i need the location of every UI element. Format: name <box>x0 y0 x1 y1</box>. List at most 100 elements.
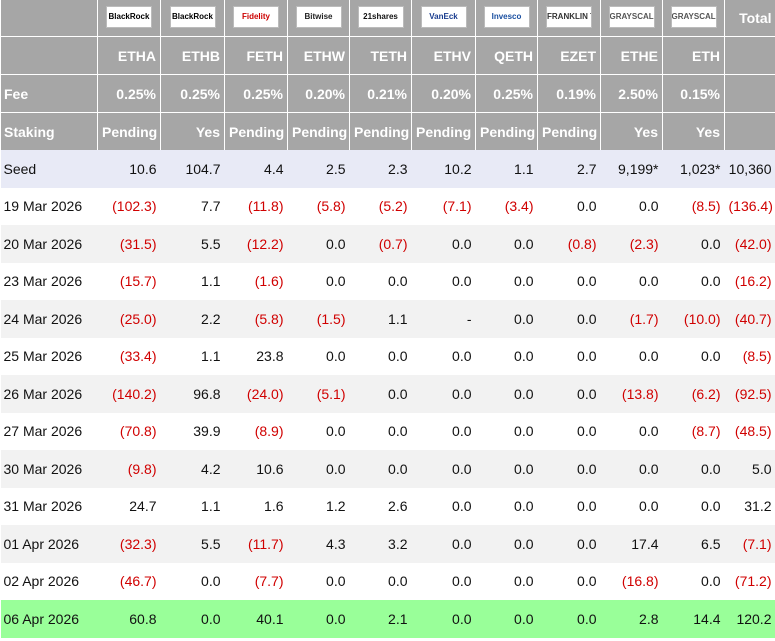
total-header: Total <box>724 0 775 37</box>
flow-value: 0.0 <box>662 450 725 488</box>
flow-value: (2.3) <box>600 225 663 263</box>
flow-value: 0.0 <box>349 375 412 413</box>
flow-value: 0.0 <box>160 600 225 638</box>
issuer-logo: GRAYSCALE <box>608 5 655 28</box>
total-value: (7.1) <box>724 525 775 563</box>
flow-value: (1.6) <box>254 273 284 290</box>
fee-value: 0.21% <box>349 74 412 113</box>
row-label: 20 Mar 2026 <box>0 225 98 263</box>
flow-value: 2.3 <box>349 150 412 188</box>
empty-cell <box>724 112 775 150</box>
row-label: 06 Apr 2026 <box>0 600 98 638</box>
flow-value: (5.8) <box>316 198 346 215</box>
flow-value: 0.0 <box>577 273 597 290</box>
flow-value: 1.1 <box>349 300 412 338</box>
flow-value: 0.0 <box>662 225 725 263</box>
staking-value: Yes <box>662 112 725 150</box>
ticker: FETH <box>224 36 288 75</box>
data-row: 02 Apr 2026 (46.7) 0.0 (7.7) 0.0 0.0 0.0 0.0 0.0… <box>1 563 775 601</box>
flow-value: 14.4 <box>662 600 725 638</box>
fee-value: 0.25% <box>475 74 538 113</box>
flow-value: 6.5 <box>662 525 725 563</box>
flow-value: (5.2) <box>378 198 408 215</box>
flow-value: 0.0 <box>326 273 346 290</box>
flow-value: 0.0 <box>514 423 534 440</box>
flow-value: 104.7 <box>160 150 225 188</box>
total-value: 10,360 <box>724 150 775 188</box>
flow-value: 1.1 <box>201 273 221 290</box>
flow-value: 5.5 <box>160 225 225 263</box>
row-label: 27 Mar 2026 <box>3 423 83 440</box>
flow-value: 0.0 <box>452 573 472 590</box>
flow-value: 17.4 <box>600 525 663 563</box>
total-value: (16.2) <box>734 273 772 290</box>
ticker-row: ETHA ETHB FETH ETHW TETH ETHV QETH EZET ETHE ETH <box>0 36 775 75</box>
flow-value: 1.1 <box>201 498 221 515</box>
row-label: 25 Mar 2026 <box>3 348 83 365</box>
flow-value: 0.0 <box>537 600 601 638</box>
flow-value: 0.0 <box>514 498 534 515</box>
staking-value: Pending <box>97 112 161 150</box>
flow-value: 0.0 <box>577 573 597 590</box>
flow-value: (33.4) <box>119 348 157 365</box>
flow-value: 4.2 <box>160 450 225 488</box>
fee-row: Fee 0.25% 0.25% 0.25% 0.20% 0.21% 0.20% 0.25% 0.… <box>0 74 775 113</box>
data-row: 30 Mar 2026 (9.8) 4.2 10.6 0.0 0.0 0.0 0.0 0.0 0.… <box>0 450 775 488</box>
data-row: 19 Mar 2026 (102.3) 7.7 (11.8) (5.8) (5.2) (7.… <box>1 188 775 226</box>
flow-value: (6.2) <box>662 375 725 413</box>
flow-value: (5.8) <box>224 300 288 338</box>
flow-value: (9.8) <box>97 450 161 488</box>
flow-value: (8.7) <box>691 423 721 440</box>
fee-value: 0.19% <box>537 74 601 113</box>
flow-value: 4.4 <box>224 150 288 188</box>
flow-value: 0.0 <box>452 423 472 440</box>
total-value: 31.2 <box>744 498 772 515</box>
flow-value: 0.0 <box>639 273 659 290</box>
flow-value: 0.0 <box>701 348 721 365</box>
flow-value: (8.5) <box>691 198 721 215</box>
ticker: ETHA <box>97 36 161 75</box>
flow-value: 60.8 <box>97 600 161 638</box>
issuer-logo: Invesco <box>483 5 530 28</box>
total-value: (42.0) <box>724 225 775 263</box>
flow-value: (0.7) <box>349 225 412 263</box>
flow-value: 0.0 <box>701 573 721 590</box>
fee-value: 0.25% <box>224 74 288 113</box>
ticker: ETHE <box>600 36 663 75</box>
flow-value: 4.3 <box>287 525 350 563</box>
logo-cell: VanEck <box>411 0 476 37</box>
flow-value: 0.0 <box>639 198 659 215</box>
logo-cell: GRAYSCALE <box>600 0 663 37</box>
fee-value: 0.25% <box>160 74 225 113</box>
flow-value: 2.1 <box>349 600 412 638</box>
flow-value: (10.0) <box>662 300 725 338</box>
total-value: (92.5) <box>724 375 775 413</box>
flow-value: (11.8) <box>247 198 284 215</box>
data-row: 23 Mar 2026 (15.7) 1.1 (1.6) 0.0 0.0 0.0 0.0 0.0… <box>1 263 775 301</box>
flow-value: 0.0 <box>452 498 472 515</box>
flow-value: 0.0 <box>475 600 538 638</box>
flow-value: 0.0 <box>537 450 601 488</box>
ticker: ETHV <box>411 36 476 75</box>
flow-value: 0.0 <box>326 423 346 440</box>
flow-value: 96.8 <box>160 375 225 413</box>
flow-value: 0.0 <box>514 573 534 590</box>
ticker: QETH <box>475 36 538 75</box>
issuer-logo: BlackRock <box>169 5 216 28</box>
total-value: 120.2 <box>724 600 775 638</box>
ticker: TETH <box>349 36 412 75</box>
flow-value: (70.8) <box>119 423 157 440</box>
flow-value: 0.0 <box>287 225 350 263</box>
data-row: 31 Mar 2026 24.7 1.1 1.6 1.2 2.6 0.0 0.0 0.0 0.0 0… <box>1 488 775 526</box>
row-label: 31 Mar 2026 <box>3 498 83 515</box>
logo-cell: Fidelity <box>224 0 288 37</box>
issuer-logo: GRAYSCALE <box>670 5 717 28</box>
flow-value: 2.6 <box>388 498 408 515</box>
flow-value: 5.5 <box>160 525 225 563</box>
flow-value: 0.0 <box>411 450 476 488</box>
flow-value: 1.6 <box>264 498 284 515</box>
flow-value: 0.0 <box>349 450 412 488</box>
flow-value: 1,023* <box>662 150 725 188</box>
data-row: 26 Mar 2026 (140.2) 96.8 (24.0) (5.1) 0.0 0.0 0… <box>0 375 775 413</box>
flow-value: 24.7 <box>129 498 157 515</box>
